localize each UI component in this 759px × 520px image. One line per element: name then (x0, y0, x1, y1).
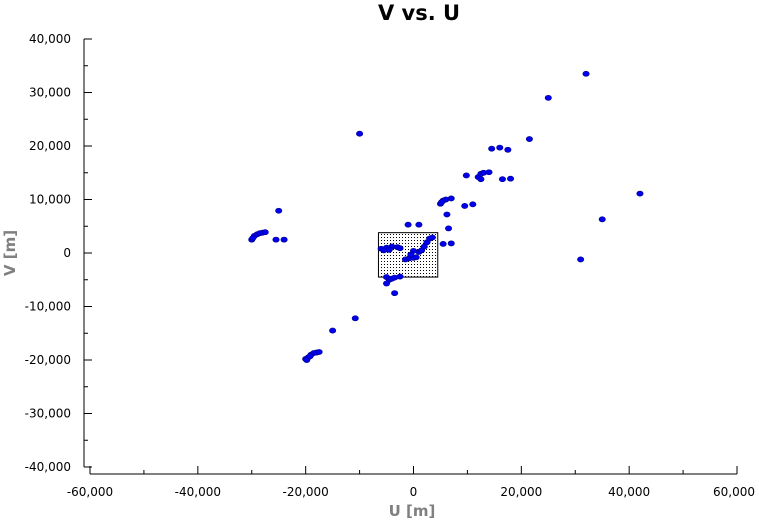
data-points (248, 70, 644, 363)
data-point (447, 195, 455, 202)
data-point (469, 201, 477, 208)
x-tick-label: -20,000 (283, 485, 329, 499)
y-tick-label: -10,000 (25, 300, 71, 314)
y-axis-label: V [m] (1, 230, 19, 276)
y-tick-label: -40,000 (25, 460, 71, 474)
data-point (404, 221, 412, 228)
data-point (383, 280, 391, 287)
x-tick-label: 20,000 (500, 485, 542, 499)
data-point (507, 175, 515, 182)
y-tick-label: 30,000 (29, 86, 71, 100)
data-point (275, 207, 283, 214)
data-point (385, 246, 393, 253)
data-point (407, 251, 415, 258)
data-point (438, 199, 446, 206)
data-point (315, 349, 323, 355)
data-point (447, 240, 455, 247)
data-point (306, 353, 314, 360)
data-point (396, 273, 404, 280)
data-point (415, 221, 423, 228)
data-point (636, 190, 644, 197)
data-point (280, 236, 288, 243)
x-tick-label: -40,000 (175, 485, 221, 499)
data-point (412, 254, 420, 261)
data-point (329, 327, 337, 334)
axes: 40,000 30,000 20,000 10,000 0 -10,000 -20,000 -… (25, 32, 755, 499)
x-tick-label: 40,000 (608, 485, 650, 499)
x-tick-label: -60,000 (67, 485, 113, 499)
data-point (445, 225, 453, 232)
data-point (461, 203, 469, 209)
x-tick-label: 60,000 (713, 485, 755, 499)
data-point (485, 169, 493, 176)
data-point (488, 145, 496, 152)
data-point (443, 211, 451, 218)
data-point (351, 315, 359, 322)
x-axis-label: U [m] (389, 502, 436, 520)
y-tick-label: -20,000 (25, 353, 71, 367)
data-point (391, 290, 399, 297)
y-tick-label: -30,000 (25, 407, 71, 421)
y-tick-label: 0 (63, 246, 71, 260)
data-point (396, 245, 404, 252)
data-point (462, 172, 470, 179)
data-point (544, 94, 552, 101)
chart-title: V vs. U (378, 1, 460, 25)
data-point (582, 70, 590, 77)
data-point (504, 146, 512, 153)
y-tick-label: 40,000 (29, 32, 71, 46)
data-point (477, 176, 485, 183)
data-point (498, 176, 506, 183)
data-point (598, 216, 606, 223)
data-point (272, 236, 280, 243)
data-point (577, 256, 585, 263)
y-tick-label: 10,000 (29, 193, 71, 207)
data-point (525, 136, 533, 142)
data-point (439, 241, 447, 247)
y-tick-label: 20,000 (29, 139, 71, 153)
data-point (356, 130, 364, 137)
data-point (261, 229, 269, 236)
x-tick-label: 0 (410, 485, 418, 499)
data-point (249, 235, 257, 241)
data-point (496, 144, 504, 151)
data-point (428, 234, 436, 241)
